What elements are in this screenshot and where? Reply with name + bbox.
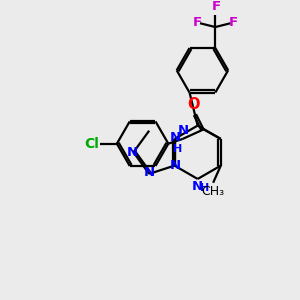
Text: H: H (200, 183, 209, 193)
Text: F: F (229, 16, 238, 29)
Text: H: H (173, 144, 182, 154)
Text: N: N (144, 167, 155, 179)
Text: N: N (127, 146, 138, 159)
Text: N: N (178, 124, 189, 137)
Text: F: F (193, 16, 202, 29)
Text: N: N (170, 159, 181, 172)
Text: F: F (212, 0, 221, 13)
Text: N: N (192, 180, 203, 193)
Text: O: O (187, 97, 200, 112)
Text: CH₃: CH₃ (202, 185, 225, 198)
Text: N: N (170, 131, 181, 145)
Text: Cl: Cl (85, 137, 100, 151)
